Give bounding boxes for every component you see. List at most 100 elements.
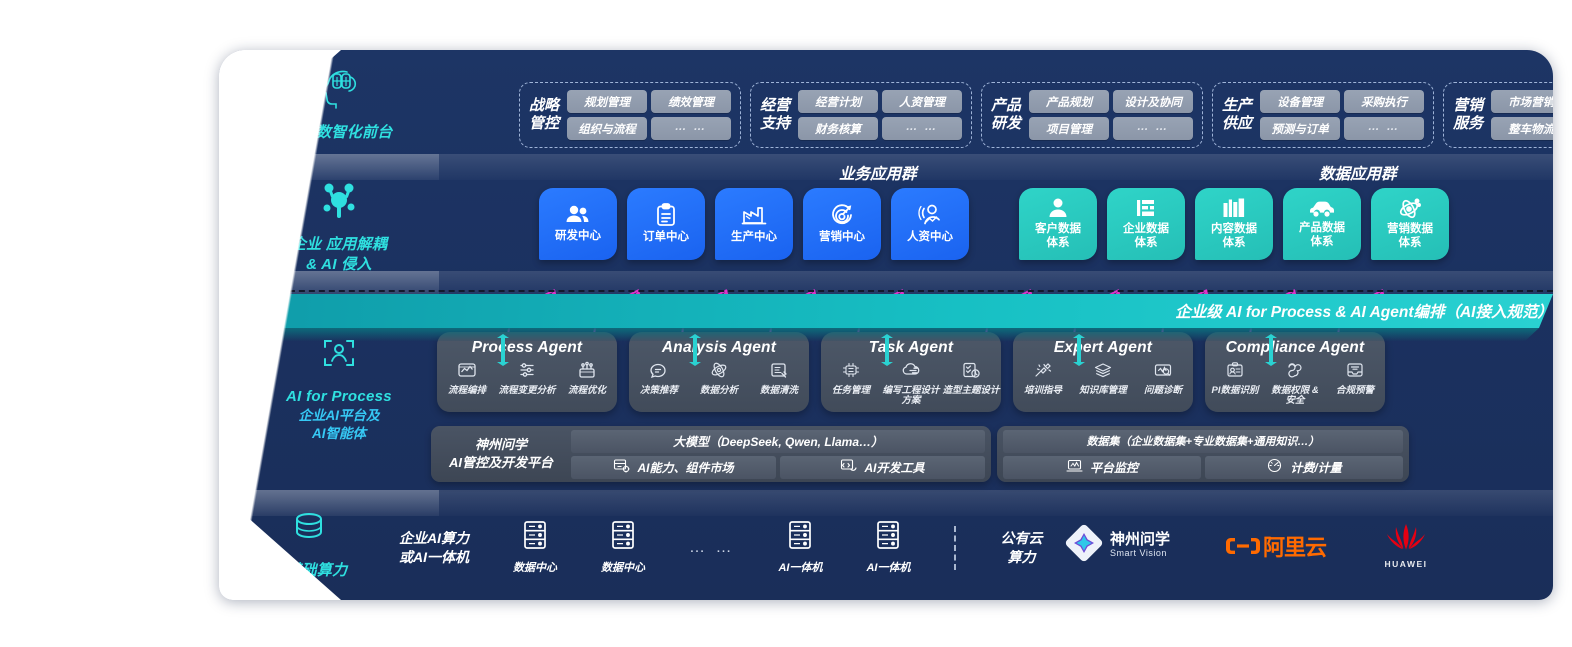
domain-group-title: 生产 供应 (1222, 96, 1253, 132)
domain-chip-more[interactable]: … … (882, 117, 963, 140)
compute-node-label: 数据中心 (513, 562, 557, 574)
domain-chip[interactable]: 绩效管理 (651, 90, 732, 113)
agent-capability[interactable]: 流程优化 (558, 361, 616, 396)
domain-chip[interactable]: 产品规划 (1029, 90, 1110, 113)
logo-huawei[interactable]: HUAWEI (1382, 522, 1430, 569)
domain-group-operations[interactable]: 经营 支持 经营计划 人资管理 财务核算 … … (750, 82, 973, 148)
app-card-rnd[interactable]: 研发中心 (539, 188, 617, 260)
data-card-customer[interactable]: 客户数据 体系 (1019, 188, 1097, 260)
platform-cell-label: AI开发工具 (864, 460, 925, 475)
domain-chip[interactable]: 项目管理 (1029, 117, 1110, 140)
agent-capability[interactable]: 知识库管理 (1074, 361, 1132, 396)
domain-chip-more[interactable]: … … (1344, 117, 1425, 140)
platform-cell-label: 计费/计量 (1290, 460, 1342, 475)
optimize-icon (577, 361, 597, 384)
agent-capability[interactable]: 决策推荐 (630, 361, 688, 396)
data-card-marketing[interactable]: 营销数据 体系 (1371, 188, 1449, 260)
capability-label: 造型主题设计 (942, 385, 1000, 396)
domain-chip[interactable]: 规划管理 (567, 90, 648, 113)
domain-chip[interactable]: 经营计划 (798, 90, 879, 113)
agent-capability[interactable]: 培训指导 (1014, 361, 1072, 396)
server-icon (874, 520, 902, 555)
data-card-enterprise[interactable]: 企业数据 体系 (1107, 188, 1185, 260)
logo-smartvision[interactable]: 神州问学 Smart Vision (1064, 523, 1170, 568)
atom-analysis-icon (709, 361, 729, 384)
compute-node-ai2[interactable]: AI一体机 (866, 520, 910, 575)
aliyun-mark-icon (1226, 537, 1261, 554)
app-card-marketing[interactable]: 营销中心 (803, 188, 881, 260)
compute-node-more: … … (689, 538, 735, 556)
capability-label: 数据权限 & 安全 (1271, 385, 1319, 407)
agent-capability[interactable]: PI数据识别 (1206, 361, 1264, 407)
compute-node-dc1[interactable]: 数据中心 (513, 520, 557, 575)
agent-capability[interactable]: 任务管理 (822, 361, 880, 407)
rail-layer2: 企业 应用解耦 & AI 侵入 (239, 180, 439, 276)
platform-cell-label: 平台监控 (1089, 460, 1138, 475)
agent-capability[interactable]: 数据分析 (690, 361, 748, 396)
domain-chip[interactable]: 财务核算 (798, 117, 879, 140)
domain-group-rnd[interactable]: 产品 研发 产品规划 设计及协同 项目管理 … … (981, 82, 1204, 148)
domain-chip[interactable]: 整车物流 (1491, 117, 1553, 140)
cloud-write-icon (901, 361, 921, 384)
platform-name: 神州问学 AI管控及开发平台 (448, 437, 553, 470)
platform-cell-llm[interactable]: 大模型（DeepSeek, Qwen, Llama…） (571, 429, 985, 453)
capability-label: 任务管理 (831, 385, 870, 396)
agent-capability[interactable]: 问题诊断 (1134, 361, 1192, 396)
app-decoupling-icon (239, 180, 439, 227)
data-card-product[interactable]: 产品数据 体系 (1283, 188, 1361, 260)
domain-chip[interactable]: 采购执行 (1344, 90, 1425, 113)
agent-capability[interactable]: 编写工程设计方案 (882, 361, 940, 407)
app-card-production[interactable]: 生产中心 (715, 188, 793, 260)
capability-label: 知识库管理 (1079, 385, 1127, 396)
market-icon (613, 458, 631, 476)
database-icon (219, 510, 409, 553)
server-icon (786, 520, 814, 555)
rail-layer3-line1: AI for Process (286, 388, 392, 405)
server-icon (521, 520, 549, 555)
ai-brain-head-icon (239, 68, 439, 115)
platform-cell-dataset[interactable]: 数据集（企业数据集+专业数据集+通用知识…） (1003, 429, 1403, 453)
compute-node-label: 数据中心 (601, 562, 645, 574)
agent-capability[interactable]: 合规预警 (1326, 361, 1384, 407)
domain-group-strategy[interactable]: 战略 管控 规划管理 绩效管理 组织与流程 … … (519, 82, 742, 148)
domain-group-production[interactable]: 生产 供应 设备管理 采购执行 预测与订单 … … (1212, 82, 1435, 148)
agent-capability[interactable]: 流程变更分析 (498, 361, 556, 396)
logo-aliyun[interactable]: 阿里云 (1226, 530, 1327, 562)
agent-capability[interactable]: 数据清洗 (750, 361, 808, 396)
capability-label: 编写工程设计方案 (882, 385, 940, 407)
platform-cell-billing[interactable]: 计费/计量 (1205, 455, 1403, 479)
agent-capability[interactable]: 数据权限 & 安全 (1266, 361, 1324, 407)
compute-node-label: AI一体机 (866, 562, 911, 574)
monitor-icon (1066, 458, 1083, 476)
cloud-vendor-logos: 神州问学 Smart Vision 阿里云 (1064, 522, 1430, 569)
domain-chip[interactable]: 预测与订单 (1260, 117, 1341, 140)
alert-tray-icon (1345, 361, 1365, 384)
domain-chip[interactable]: 市场营销 (1491, 90, 1553, 113)
compute-node-ai1[interactable]: AI一体机 (778, 520, 822, 575)
agent-capability[interactable]: 造型主题设计 (942, 361, 1000, 407)
app-card-hr[interactable]: 人资中心 (891, 188, 969, 260)
domain-chip-more[interactable]: … … (1113, 117, 1194, 140)
platform-bar-left: 神州问学 AI管控及开发平台 大模型（DeepSeek, Qwen, Llama… (431, 426, 991, 482)
platform-cell-devtool[interactable]: AI开发工具 (780, 455, 985, 479)
domain-chip[interactable]: 设计及协同 (1113, 90, 1194, 113)
atom-icon (1398, 197, 1422, 219)
platform-cell-monitor[interactable]: 平台监控 (1003, 455, 1201, 479)
agent-compliance[interactable]: Compliance Agent PI数据识别 数据权限 & 安全 合规预 (1205, 332, 1385, 412)
data-card-content[interactable]: 内容数据 体系 (1195, 188, 1273, 260)
slab-inner: 企业数智化前台 战略 管控 规划管理 绩效管理 组织与流程 … … (219, 50, 1553, 600)
domain-chip[interactable]: 组织与流程 (567, 117, 648, 140)
domain-chip[interactable]: 设备管理 (1260, 90, 1341, 113)
agent-capability[interactable]: 流程编排 (438, 361, 496, 396)
app-card-label: 营销中心 (819, 231, 865, 244)
domain-chip-more[interactable]: … … (651, 117, 732, 140)
app-card-label: 人资中心 (907, 231, 953, 244)
platform-cell-market[interactable]: AI能力、组件市场 (571, 455, 776, 479)
app-card-order[interactable]: 订单中心 (627, 188, 705, 260)
domain-chip[interactable]: 人资管理 (882, 90, 963, 113)
app-card-label: 订单中心 (643, 231, 689, 244)
data-app-cards: 客户数据 体系 企业数据 体系 内容数据 体系 (1019, 188, 1449, 260)
compute-node-dc2[interactable]: 数据中心 (601, 520, 645, 575)
data-card-label: 产品数据 体系 (1299, 222, 1345, 248)
